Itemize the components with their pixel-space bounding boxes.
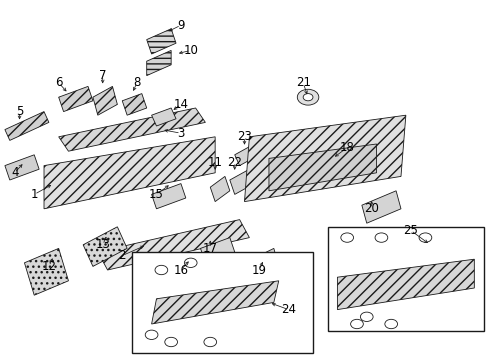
Circle shape <box>374 233 387 242</box>
Text: 10: 10 <box>183 44 198 57</box>
Polygon shape <box>244 248 278 281</box>
Polygon shape <box>337 259 473 310</box>
Text: 1: 1 <box>30 188 38 201</box>
Circle shape <box>184 258 197 267</box>
Polygon shape <box>24 248 68 295</box>
Text: 17: 17 <box>203 242 217 255</box>
Polygon shape <box>5 112 49 140</box>
Polygon shape <box>268 144 376 191</box>
Text: 6: 6 <box>55 76 62 89</box>
Polygon shape <box>171 259 215 281</box>
Circle shape <box>203 337 216 347</box>
Text: 23: 23 <box>237 130 251 143</box>
Text: 12: 12 <box>41 260 56 273</box>
Polygon shape <box>146 50 171 76</box>
Circle shape <box>418 233 431 242</box>
Text: 24: 24 <box>281 303 295 316</box>
Polygon shape <box>234 144 259 166</box>
Text: 18: 18 <box>339 141 354 154</box>
Polygon shape <box>122 94 146 115</box>
Polygon shape <box>210 176 229 202</box>
Text: 13: 13 <box>95 238 110 251</box>
Text: 21: 21 <box>295 76 310 89</box>
Text: 11: 11 <box>207 156 222 168</box>
Bar <box>132 252 312 353</box>
Polygon shape <box>229 169 254 194</box>
Bar <box>327 227 483 331</box>
Text: 15: 15 <box>149 188 163 201</box>
Text: 25: 25 <box>403 224 417 237</box>
Circle shape <box>155 265 167 275</box>
Polygon shape <box>146 29 176 54</box>
Circle shape <box>384 319 397 329</box>
Text: 9: 9 <box>177 19 184 32</box>
Text: 2: 2 <box>118 249 126 262</box>
Circle shape <box>164 337 177 347</box>
Circle shape <box>303 94 312 101</box>
Text: 3: 3 <box>177 127 184 140</box>
Text: 16: 16 <box>173 264 188 276</box>
Polygon shape <box>83 227 127 266</box>
Circle shape <box>145 330 158 339</box>
Polygon shape <box>151 108 176 126</box>
Text: 5: 5 <box>16 105 23 118</box>
Text: 20: 20 <box>364 202 378 215</box>
Text: 4: 4 <box>11 166 19 179</box>
Polygon shape <box>200 238 234 263</box>
Circle shape <box>297 89 318 105</box>
Text: 14: 14 <box>173 98 188 111</box>
Polygon shape <box>93 86 117 115</box>
Polygon shape <box>244 115 405 202</box>
Circle shape <box>340 233 353 242</box>
Polygon shape <box>59 108 205 151</box>
Text: 22: 22 <box>227 156 242 168</box>
Polygon shape <box>5 155 39 180</box>
Circle shape <box>350 319 363 329</box>
Polygon shape <box>361 191 400 223</box>
Text: 19: 19 <box>251 264 266 276</box>
Polygon shape <box>44 137 215 209</box>
Circle shape <box>360 312 372 321</box>
Polygon shape <box>59 86 93 112</box>
Polygon shape <box>151 281 278 324</box>
Polygon shape <box>151 184 185 209</box>
Text: 7: 7 <box>99 69 106 82</box>
Polygon shape <box>98 220 249 270</box>
Text: 8: 8 <box>133 76 141 89</box>
